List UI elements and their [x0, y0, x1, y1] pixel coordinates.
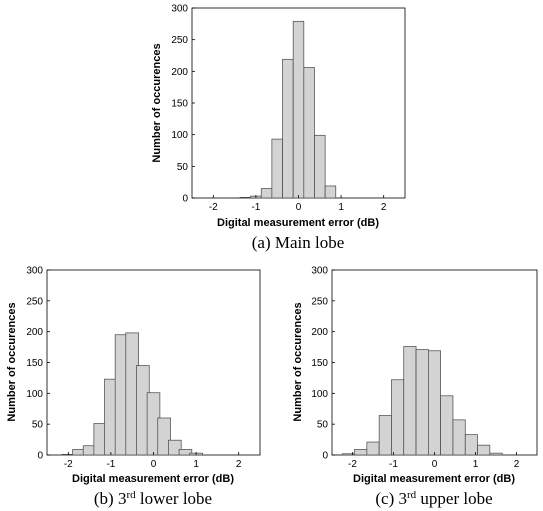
histogram-bar	[168, 439, 182, 456]
x-tick-label: 0	[432, 459, 438, 470]
y-tick-label: 250	[311, 296, 328, 307]
histogram-bar	[239, 197, 251, 199]
histogram-bar	[282, 58, 294, 199]
bars-upper-lobe	[341, 346, 503, 456]
y-tick-label: 0	[37, 451, 43, 462]
x-tick-label: 2	[381, 202, 387, 213]
y-tick-label: 200	[171, 67, 188, 78]
x-tick-label: 1	[193, 459, 199, 470]
histogram-bar	[324, 185, 337, 199]
bars-main-lobe	[239, 20, 337, 199]
caption-main-lobe: (a) Main lobe	[252, 233, 345, 252]
y-tick-label: 150	[311, 358, 328, 369]
x-tick-label: -1	[251, 202, 260, 213]
x-tick-label: -2	[209, 202, 218, 213]
histogram-bar	[428, 350, 442, 456]
x-tick-label: -1	[389, 459, 398, 470]
y-tick-label: 50	[177, 162, 189, 173]
y-tick-label: 100	[311, 389, 328, 400]
histogram-bar	[415, 349, 429, 456]
histogram-bar	[178, 449, 193, 456]
y-axis-label: Number of occurences	[292, 302, 304, 421]
x-tick-label: -2	[64, 459, 73, 470]
y-tick-label: 300	[26, 266, 43, 277]
y-tick-label: 250	[171, 35, 188, 46]
x-tick-label: 1	[338, 202, 344, 213]
x-tick-label: -2	[348, 459, 357, 470]
histogram-bar	[314, 134, 326, 199]
x-tick-label: 2	[236, 459, 242, 470]
x-tick-label: 1	[473, 459, 479, 470]
y-tick-label: 0	[182, 194, 188, 205]
x-tick-label: 0	[296, 202, 302, 213]
panel-lower-lobe: -2 -1 0 1 2 0 50 100 150 200 250 300 Digital measur…	[6, 266, 261, 508]
y-tick-label: 0	[322, 451, 328, 462]
caption-lower-lobe: (b) 3rd lower lobe	[94, 489, 212, 508]
y-tick-label: 50	[32, 420, 44, 431]
histogram-bar	[403, 346, 417, 456]
y-tick-label: 100	[26, 389, 43, 400]
x-tick-label: -1	[106, 459, 115, 470]
y-tick-label: 300	[311, 266, 328, 277]
y-tick-label: 200	[311, 327, 328, 338]
y-tick-label: 150	[26, 358, 43, 369]
histogram-bar	[260, 188, 273, 199]
histogram-bar	[440, 395, 454, 456]
ticks-lower-lobe: -2 -1 0 1 2 0 50 100 150 200 250 300	[26, 266, 242, 471]
y-tick-label: 50	[317, 420, 329, 431]
histogram-bar	[477, 444, 491, 456]
histogram-bar	[303, 67, 315, 199]
y-tick-label: 300	[171, 4, 188, 15]
y-axis-label: Number of occurences	[6, 302, 18, 421]
x-tick-label: 0	[151, 459, 157, 470]
histogram-bar	[292, 20, 305, 199]
ticks-upper-lobe: -2 -1 0 1 2 0 50 100 150 200 250 300	[311, 266, 519, 471]
histogram-bar	[489, 452, 503, 456]
histogram-bar	[378, 415, 392, 456]
x-tick-label: 2	[514, 459, 520, 470]
y-tick-label: 150	[171, 99, 188, 110]
bars-lower-lobe	[61, 332, 203, 456]
histogram-bar	[157, 417, 171, 456]
y-tick-label: 200	[26, 327, 43, 338]
ticks-main-lobe: -2 -1 0 1 2 0 50 100 150 200 250 300	[171, 4, 387, 214]
panel-main-lobe: -2 -1 0 1 2 0 50 100 150 200 250 300 Digital measur…	[151, 4, 406, 252]
histogram-bar	[366, 441, 380, 456]
y-axis-label: Number of occurences	[151, 43, 163, 162]
y-tick-label: 250	[26, 296, 43, 307]
x-axis-label: Digital measurement error (dB)	[72, 473, 234, 485]
panel-upper-lobe: -2 -1 0 1 2 0 50 100 150 200 250 300 Digital measur…	[292, 266, 538, 508]
y-tick-label: 100	[171, 130, 188, 141]
x-axis-label: Digital measurement error (dB)	[353, 473, 515, 485]
histogram-bar	[464, 434, 478, 456]
caption-upper-lobe: (c) 3rd upper lobe	[375, 489, 492, 508]
histogram-bar	[271, 138, 283, 199]
histogram-bar	[354, 449, 368, 456]
x-axis-label: Digital measurement error (dB)	[217, 217, 379, 229]
histogram-bar	[391, 379, 405, 456]
histogram-bar	[452, 419, 466, 456]
